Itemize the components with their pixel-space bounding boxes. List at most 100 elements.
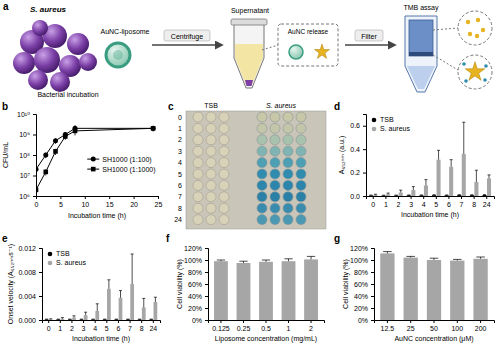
error-bar <box>453 259 462 260</box>
tick: 100% <box>184 257 208 264</box>
error-line <box>69 319 70 320</box>
diagram-label: Supernatant <box>231 7 269 15</box>
tick-label: 0.008 <box>18 269 36 276</box>
error-cap <box>476 257 485 258</box>
error-line <box>413 187 414 191</box>
tick-label: 0.2 <box>350 169 360 176</box>
well <box>206 169 216 179</box>
tick-mark <box>457 320 458 323</box>
row-label: 1 <box>178 125 182 132</box>
connector <box>262 45 278 50</box>
error-bar <box>307 256 315 259</box>
tick-mark <box>205 320 208 321</box>
chart: 012345678240.0000.0040.0080.012Incubatio… <box>7 244 161 343</box>
bar <box>424 185 428 196</box>
legend-marker <box>48 252 53 257</box>
error-line <box>438 150 439 159</box>
legend-label: S. aureus <box>380 125 410 132</box>
tick-mark <box>205 308 208 309</box>
well <box>219 192 229 202</box>
well <box>296 112 306 122</box>
filter-membrane <box>409 52 433 56</box>
well <box>206 215 216 225</box>
well <box>283 146 293 156</box>
tick-label: 0.5 <box>261 325 271 332</box>
tick-label: 5 <box>105 325 109 332</box>
tick-mark <box>106 320 107 323</box>
bar <box>49 319 53 320</box>
tick-mark <box>363 196 366 197</box>
well <box>193 123 203 133</box>
tick-label: 2 <box>309 325 313 332</box>
axis-line <box>375 321 495 324</box>
bacterium <box>13 52 35 74</box>
gold-cluster <box>465 62 485 81</box>
error-bar <box>103 319 106 320</box>
error-line <box>463 122 464 154</box>
bar <box>382 195 386 196</box>
well <box>270 158 280 168</box>
error-line <box>375 194 376 196</box>
well <box>270 112 280 122</box>
plot-area <box>214 256 318 320</box>
bar <box>84 315 88 320</box>
well <box>257 215 267 225</box>
tick-label: 80% <box>354 269 368 276</box>
error-bar <box>420 194 423 195</box>
tick-mark <box>436 196 437 199</box>
error-bar <box>150 319 153 320</box>
pellet <box>245 80 253 86</box>
error-bar <box>107 280 110 289</box>
bar <box>450 261 464 320</box>
tick-label: 8 <box>472 201 476 208</box>
bar <box>386 194 390 196</box>
data-point <box>53 138 58 143</box>
tick: 10⁹ <box>19 131 36 138</box>
tick-label: 0.004 <box>18 293 36 300</box>
error-bar <box>387 193 390 194</box>
tick-label: 4 <box>422 201 426 208</box>
tick: 0.012 <box>18 245 42 252</box>
error-bar <box>462 122 465 154</box>
error-bar <box>61 318 64 319</box>
axis: 0.1250.250.512 <box>209 320 325 332</box>
tick-label: 50 <box>430 325 438 332</box>
axis-title: Incubation time (h) <box>401 211 459 219</box>
tick-label: 20 <box>130 201 138 208</box>
well <box>257 192 267 202</box>
plot-area <box>45 254 158 320</box>
well <box>193 169 203 179</box>
bar <box>304 259 318 320</box>
tick: 5 <box>434 196 438 208</box>
bar <box>445 195 449 196</box>
tick-label: 10⁸ <box>19 152 30 159</box>
error-cap <box>369 195 372 196</box>
tick-label: 1 <box>384 201 388 208</box>
axis: 0.00.20.40.6 <box>350 115 366 200</box>
error-line <box>116 319 117 320</box>
tick-mark <box>118 320 119 323</box>
column-header: S. aureus <box>266 102 296 109</box>
bar <box>407 195 411 196</box>
error-bar <box>430 258 439 260</box>
error-line <box>62 318 63 319</box>
tick-label: 0 <box>371 201 375 208</box>
tick-mark <box>205 272 208 273</box>
error-cap <box>107 279 110 280</box>
plot-area <box>36 125 156 192</box>
error-cap <box>131 254 134 255</box>
bar <box>373 195 377 196</box>
well <box>257 180 267 190</box>
bar <box>380 253 394 320</box>
error-bar <box>476 257 485 259</box>
error-cap <box>61 317 64 318</box>
diagram-label: AuNC release <box>288 28 329 35</box>
axis-line <box>209 321 325 324</box>
panel-label: g <box>334 233 340 244</box>
error-line <box>408 194 409 195</box>
tick: 8 <box>140 320 144 332</box>
error-bar <box>131 254 134 284</box>
tick: 3 <box>409 196 413 208</box>
error-bar <box>284 259 292 261</box>
axis-line <box>43 321 161 324</box>
